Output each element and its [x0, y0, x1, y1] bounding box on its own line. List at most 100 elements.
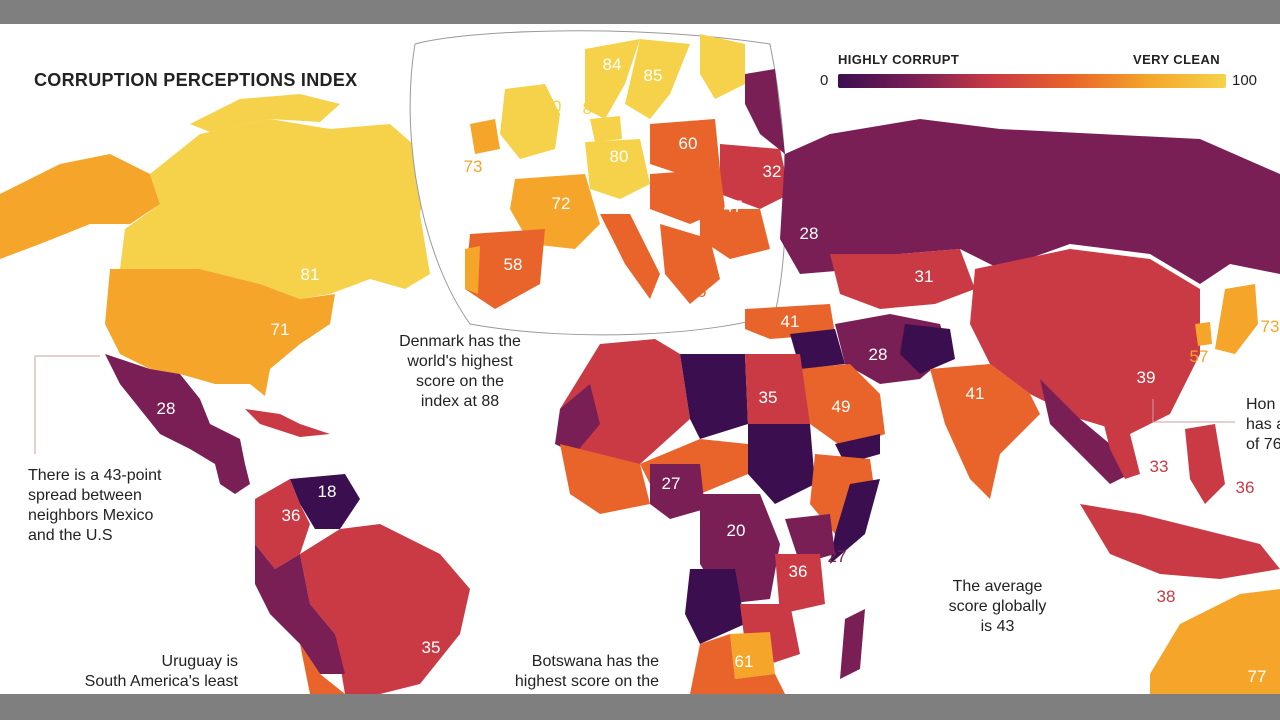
country-alaska[interactable]: [0, 154, 160, 259]
score-ukraine: 32: [763, 162, 782, 181]
annotation-line: Denmark has the: [399, 333, 521, 350]
country-turkey[interactable]: [745, 304, 835, 339]
country-portugal: [465, 246, 480, 294]
legend-low-label: HIGHLY CORRUPT: [838, 52, 960, 67]
score-spain: 58: [504, 255, 523, 274]
annotation-hongkong: Hon has a of 76: [1246, 395, 1280, 455]
score-greece: 45: [688, 282, 707, 301]
country-ireland[interactable]: [470, 119, 500, 154]
score-turkey: 41: [781, 312, 800, 331]
country-canada-islands: [190, 94, 340, 132]
country-china[interactable]: [970, 249, 1200, 434]
country-japan[interactable]: [1215, 284, 1258, 354]
country-vietnam[interactable]: [1100, 409, 1140, 479]
world-map: 81 71 28 18 36 35 84 85 80 88 73 80 60 3…: [0, 30, 1280, 694]
country-romania[interactable]: [700, 209, 770, 259]
country-usa[interactable]: [105, 269, 335, 396]
country-saudi-arabia[interactable]: [790, 364, 885, 449]
score-canada: 81: [301, 265, 320, 284]
score-labels: 81 71 28 18 36 35 84 85 80 88 73 80 60 3…: [157, 55, 1280, 686]
annotation-line: is 43: [980, 618, 1015, 635]
score-indonesia: 38: [1157, 587, 1176, 606]
country-india[interactable]: [930, 364, 1040, 499]
country-southeast-asia: [1040, 379, 1130, 484]
legend-color-scale: [838, 74, 1226, 88]
score-china: 39: [1137, 368, 1156, 387]
country-spain[interactable]: [465, 229, 545, 309]
country-uk[interactable]: [500, 84, 560, 159]
annotation-line: world's highest: [407, 353, 513, 370]
annotation-denmark: Denmark has the world's highest score on…: [380, 332, 540, 412]
country-ukraine[interactable]: [720, 144, 790, 209]
country-venezuela[interactable]: [290, 474, 360, 529]
country-indonesia[interactable]: [1080, 504, 1280, 579]
country-western-sahara: [555, 384, 600, 454]
country-west-africa: [560, 444, 650, 514]
country-finland: [700, 34, 745, 99]
annotation-line: highest score on the: [514, 673, 659, 690]
annotation-line: index at 88: [420, 393, 500, 410]
annotation-botswana: Botswana has the highest score on the: [470, 652, 659, 692]
country-afghanistan: [900, 324, 955, 374]
annotation-line: neighbors Mexico: [28, 507, 154, 524]
score-saudi-arabia: 49: [832, 397, 851, 416]
score-ireland: 73: [464, 157, 483, 176]
annotation-line: There is a 43-point: [28, 467, 162, 484]
country-argentina-chile: [300, 644, 345, 694]
country-tanzania[interactable]: [775, 554, 825, 614]
legend-max: 100: [1232, 72, 1258, 89]
country-colombia[interactable]: [255, 479, 310, 569]
country-egypt[interactable]: [745, 354, 810, 424]
annotation-line: Uruguay is: [161, 653, 238, 670]
country-botswana[interactable]: [730, 632, 775, 679]
country-caribbean: [245, 409, 330, 437]
score-japan: 73: [1261, 317, 1280, 336]
country-madagascar: [840, 609, 865, 679]
country-kazakhstan[interactable]: [830, 249, 975, 309]
annotation-line: has a: [1246, 416, 1280, 433]
score-colombia: 36: [282, 506, 301, 525]
legend-min: 0: [820, 72, 829, 89]
score-philippines: 36: [1236, 478, 1255, 497]
country-denmark[interactable]: [590, 116, 622, 142]
score-sweden: 85: [644, 66, 663, 85]
score-romania: 47: [724, 197, 743, 216]
country-germany[interactable]: [585, 139, 650, 199]
score-italy: 52: [638, 263, 657, 282]
country-nigeria[interactable]: [650, 464, 705, 519]
annotation-line: spread between: [28, 487, 142, 504]
score-kenya: 27: [828, 547, 847, 566]
country-italy[interactable]: [600, 214, 660, 299]
score-australia: 77: [1248, 667, 1267, 686]
annotation-line: South America's least: [84, 673, 238, 690]
country-australia[interactable]: [1150, 589, 1280, 694]
country-poland[interactable]: [650, 119, 720, 174]
score-south-korea: 57: [1190, 347, 1209, 366]
country-sweden[interactable]: [625, 39, 690, 119]
annotation-average: The average score globally is 43: [930, 577, 1065, 637]
score-vietnam: 33: [1150, 457, 1169, 476]
score-venezuela: 18: [318, 482, 337, 501]
score-egypt: 35: [759, 388, 778, 407]
country-peru-bolivia: [255, 544, 345, 674]
leader-line-mexico: [34, 355, 100, 454]
country-norway[interactable]: [585, 39, 640, 119]
annotation-mexico-us: There is a 43-point spread between neigh…: [28, 466, 228, 546]
country-brazil[interactable]: [300, 524, 470, 694]
country-ethiopia-somalia: [810, 454, 875, 534]
country-balkans: [660, 224, 720, 304]
country-south-korea[interactable]: [1195, 322, 1212, 346]
score-nigeria: 27: [662, 474, 681, 493]
country-mexico[interactable]: [105, 354, 245, 464]
country-russia[interactable]: [780, 119, 1280, 284]
annotation-line: Hon: [1246, 396, 1276, 413]
annotation-line: The average: [952, 578, 1043, 595]
country-south-africa: [690, 634, 785, 694]
annotation-line: of 76: [1246, 436, 1280, 453]
country-kenya[interactable]: [785, 514, 835, 564]
country-canada[interactable]: [120, 119, 430, 299]
page-title: CORRUPTION PERCEPTIONS INDEX: [34, 70, 358, 90]
country-angola: [685, 569, 745, 644]
score-mexico: 28: [157, 399, 176, 418]
country-philippines[interactable]: [1185, 424, 1225, 504]
